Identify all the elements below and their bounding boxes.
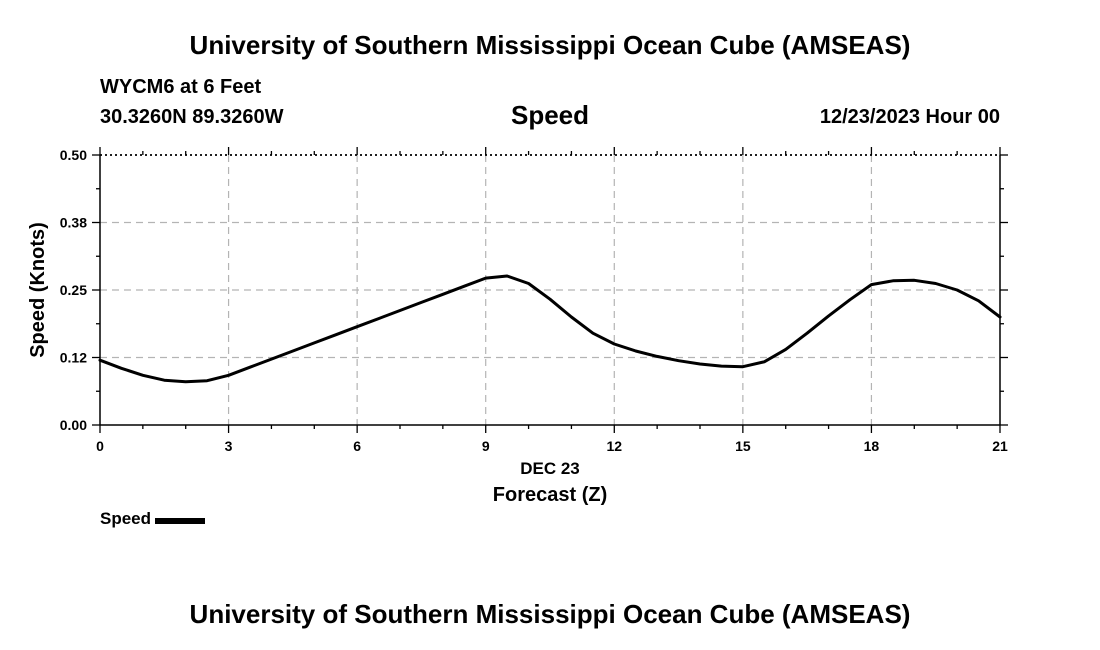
series-lines	[98, 274, 1002, 384]
x-tick-label: 6	[353, 438, 361, 454]
x-tick-label: 9	[482, 438, 490, 454]
x-axis-date-label: DEC 23	[520, 459, 580, 478]
y-axis-label: Speed (Knots)	[27, 222, 49, 358]
grid-lines	[100, 155, 1000, 425]
x-tick-label: 0	[96, 438, 104, 454]
x-tick-label: 21	[992, 438, 1008, 454]
station-label: WYCM6 at 6 Feet	[100, 76, 262, 98]
x-tick-label: 3	[225, 438, 233, 454]
tick-labels: 0.00 0.12 0.25 0.38 0.50 0 3 6 9 12 15 18 21	[60, 147, 1008, 454]
forecast-datetime: 12/23/2023 Hour 00	[819, 106, 1000, 128]
y-tick-label: 0.25	[60, 282, 87, 298]
y-tick-label: 0.00	[60, 417, 87, 433]
speed-series-line	[98, 274, 1002, 384]
chart-title: Speed	[510, 100, 590, 130]
coordinates-label: 30.3260N 89.3260W	[100, 106, 284, 128]
y-tick-label: 0.38	[60, 215, 87, 231]
y-tick-label: 0.50	[60, 147, 87, 163]
legend: Speed	[100, 509, 206, 529]
x-tick-label: 18	[864, 438, 880, 454]
y-tick-label: 0.12	[60, 350, 87, 366]
x-tick-label: 15	[735, 438, 751, 454]
legend-label: Speed	[100, 509, 152, 528]
x-tick-label: 12	[606, 438, 622, 454]
footer-title: University of Southern Mississippi Ocean…	[189, 599, 911, 629]
axes	[92, 147, 1008, 433]
page-title: University of Southern Mississippi Ocean…	[189, 30, 911, 60]
x-axis-label: Forecast (Z)	[493, 484, 607, 506]
legend-swatch	[155, 517, 206, 524]
